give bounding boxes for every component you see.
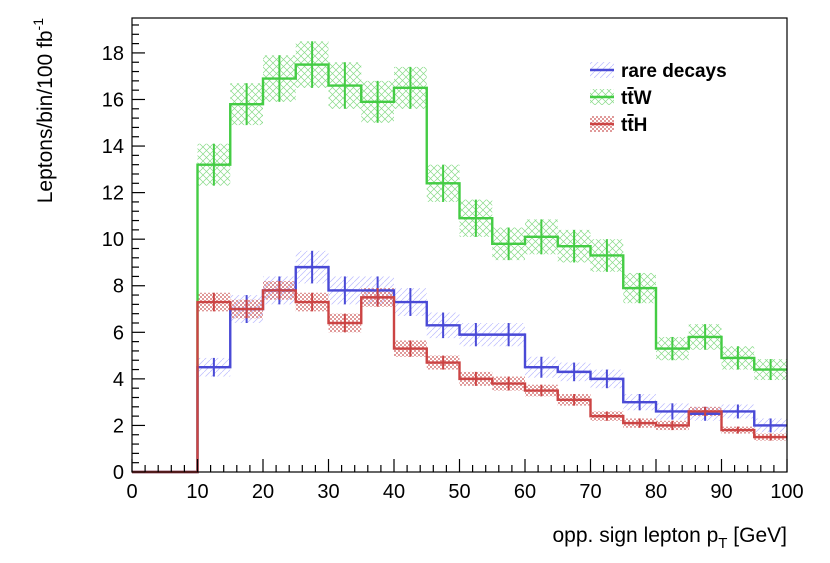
point-tth-18 (725, 426, 751, 434)
y-tick-label-6: 6 (113, 322, 124, 344)
point-ttw-13 (561, 229, 587, 263)
point-tth-11 (496, 376, 522, 391)
point-tth-8 (397, 340, 423, 357)
point-rare-decays-10 (463, 322, 489, 347)
x-tick-label-10: 10 (186, 481, 208, 503)
legend-entry-rare-decays: rare decays (590, 61, 727, 82)
x-tick-label-100: 100 (770, 481, 803, 503)
point-rare-decays-19 (758, 418, 784, 433)
point-rare-decays-6 (332, 276, 358, 305)
point-tth-13 (561, 394, 587, 406)
point-tth-6 (332, 313, 358, 333)
point-ttw-8 (397, 66, 423, 109)
legend-label-ttw: ttW (621, 88, 652, 109)
point-tth-9 (430, 355, 456, 370)
tick-labels: 0 10 20 30 40 50 60 70 80 90 100 0 2 4 6 8 10 12 14 16 18 (102, 43, 804, 503)
x-tick-label-20: 20 (252, 481, 274, 503)
y-tick-label-10: 10 (102, 229, 124, 251)
y-tick-label-4: 4 (113, 369, 124, 391)
point-rare-decays-12 (528, 356, 554, 378)
point-tth-19 (758, 433, 784, 441)
point-ttw-10 (463, 199, 489, 237)
point-ttw-2 (201, 143, 227, 186)
x-tick-label-70: 70 (579, 481, 601, 503)
y-tick-label-0: 0 (113, 462, 124, 484)
legend-entry-tth: ttH (590, 115, 647, 136)
x-tick-label-0: 0 (126, 481, 137, 503)
point-ttw-11 (496, 227, 522, 261)
point-rare-decays-13 (561, 362, 587, 382)
legend-label-rare-decays: rare decays (621, 61, 727, 82)
point-rare-decays-18 (725, 404, 751, 419)
point-ttw-16 (659, 336, 685, 361)
point-ttw-19 (758, 359, 784, 381)
y-tick-label-2: 2 (113, 415, 124, 437)
error-bars (201, 41, 784, 441)
point-ttw-4 (266, 55, 292, 102)
point-rare-decays-11 (496, 322, 522, 347)
point-ttw-17 (692, 324, 718, 350)
point-ttw-15 (627, 272, 653, 304)
point-tth-4 (266, 281, 292, 300)
point-tth-12 (528, 384, 554, 397)
point-ttw-9 (430, 164, 456, 202)
point-tth-3 (234, 299, 260, 319)
point-tth-5 (299, 292, 325, 312)
point-ttw-5 (299, 41, 325, 88)
point-rare-decays-16 (659, 403, 685, 420)
x-tick-label-30: 30 (317, 481, 339, 503)
point-tth-2 (201, 292, 227, 312)
y-tick-label-14: 14 (102, 136, 124, 158)
series-lines (132, 63, 787, 474)
point-ttw-6 (332, 62, 358, 109)
y-tick-label-8: 8 (113, 276, 124, 298)
legend-label-tth: ttH (621, 115, 647, 136)
point-rare-decays-15 (627, 394, 653, 411)
point-ttw-14 (594, 239, 620, 272)
point-rare-decays-5 (299, 250, 325, 284)
x-tick-label-60: 60 (514, 481, 536, 503)
x-tick-label-80: 80 (645, 481, 667, 503)
point-tth-16 (659, 420, 685, 431)
point-tth-10 (463, 371, 489, 386)
point-tth-14 (594, 411, 620, 421)
point-ttw-12 (528, 219, 554, 255)
point-tth-7 (365, 288, 391, 307)
x-tick-label-50: 50 (448, 481, 470, 503)
point-ttw-7 (365, 80, 391, 123)
point-tth-15 (627, 418, 653, 428)
point-rare-decays-9 (430, 312, 456, 339)
legend: rare decays ttW ttH (590, 61, 727, 136)
x-axis-title: opp. sign lepton pT [GeV] (553, 524, 788, 552)
point-ttw-3 (234, 83, 260, 126)
x-tick-label-90: 90 (710, 481, 732, 503)
point-rare-decays-8 (397, 288, 423, 317)
axis-ticks (131, 24, 788, 473)
point-rare-decays-14 (594, 369, 620, 389)
point-rare-decays-2 (201, 357, 227, 377)
point-ttw-18 (725, 346, 751, 370)
y-tick-label-18: 18 (102, 43, 124, 65)
y-tick-label-16: 16 (102, 89, 124, 111)
legend-entry-ttw: ttW (590, 88, 652, 109)
point-tth-17 (692, 406, 718, 417)
x-tick-label-40: 40 (383, 481, 405, 503)
y-tick-label-12: 12 (102, 183, 124, 205)
y-axis-title: Leptons/bin/100 fb-1 (30, 18, 57, 203)
